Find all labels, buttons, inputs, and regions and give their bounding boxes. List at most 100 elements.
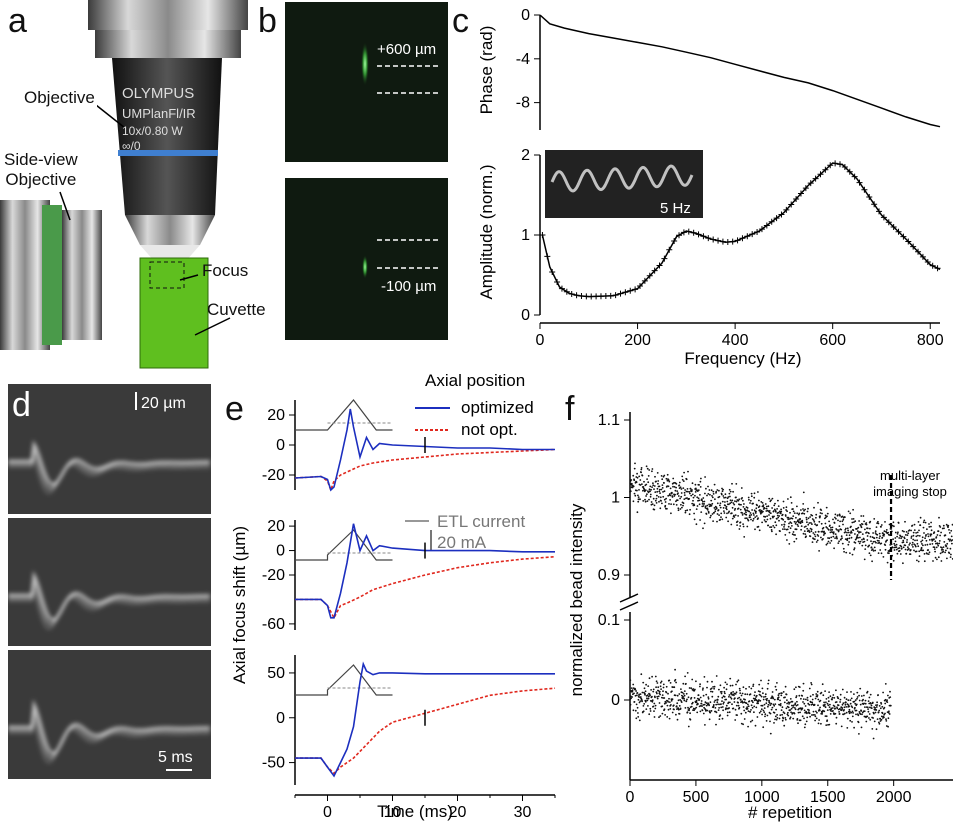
f-point-top bbox=[777, 499, 779, 502]
f-point-top bbox=[939, 552, 942, 555]
f-point-bottom bbox=[867, 710, 870, 713]
f-point-bottom bbox=[742, 723, 744, 726]
f-point-top bbox=[910, 529, 912, 532]
f-point-bottom bbox=[798, 686, 801, 688]
f-point-top bbox=[716, 502, 719, 505]
f-point-bottom bbox=[653, 710, 655, 712]
f-point-top bbox=[722, 495, 725, 497]
f-point-top bbox=[856, 527, 858, 530]
f-point-bottom bbox=[753, 705, 756, 708]
f-point-bottom bbox=[767, 679, 770, 682]
f-point-top bbox=[769, 512, 772, 515]
f-point-bottom bbox=[641, 700, 643, 703]
e-xtick-label: 30 bbox=[514, 804, 532, 821]
f-point-top bbox=[830, 526, 832, 529]
f-point-top bbox=[758, 529, 761, 532]
f-point-bottom bbox=[715, 675, 718, 677]
f-point-top bbox=[681, 475, 684, 478]
f-point-bottom bbox=[738, 706, 741, 709]
f-point-top bbox=[946, 547, 949, 550]
e-etl-trace bbox=[295, 399, 393, 431]
f-point-top bbox=[923, 532, 925, 534]
f-point-top bbox=[948, 552, 951, 554]
f-point-top bbox=[792, 515, 795, 517]
f-point-top bbox=[742, 499, 744, 502]
c-amp-marker bbox=[637, 283, 643, 290]
f-point-bottom bbox=[812, 693, 814, 696]
f-point-bottom bbox=[837, 697, 840, 700]
f-point-top bbox=[652, 497, 655, 500]
f-point-bottom bbox=[760, 695, 763, 698]
f-point-top bbox=[648, 488, 651, 491]
f-point-top bbox=[842, 518, 845, 521]
f-point-bottom bbox=[823, 701, 825, 704]
f-point-top bbox=[826, 542, 829, 545]
f-point-bottom bbox=[839, 693, 842, 696]
f-point-top bbox=[694, 494, 696, 497]
f-point-bottom bbox=[827, 704, 830, 707]
c-phase-ytick-label: 0 bbox=[521, 7, 530, 24]
f-point-bottom bbox=[780, 709, 783, 711]
f-point-top bbox=[861, 523, 864, 526]
f-point-bottom bbox=[743, 709, 746, 712]
f-point-bottom bbox=[775, 688, 778, 691]
f-point-bottom bbox=[815, 693, 818, 695]
f-xtick-label: 0 bbox=[626, 789, 635, 806]
f-point-top bbox=[795, 528, 798, 531]
f-point-top bbox=[637, 494, 639, 497]
f-point-top bbox=[838, 525, 841, 527]
f-point-bottom bbox=[773, 711, 776, 714]
f-point-bottom bbox=[632, 683, 635, 686]
f-point-bottom bbox=[707, 696, 710, 698]
f-point-top bbox=[874, 530, 877, 533]
c-amp-marker bbox=[749, 231, 756, 238]
f-point-bottom bbox=[855, 703, 858, 706]
f-point-top bbox=[832, 531, 835, 533]
f-point-top bbox=[930, 529, 933, 532]
d-scale-bottom-label: 5 ms bbox=[158, 749, 193, 766]
f-point-top bbox=[636, 511, 639, 514]
f-point-top bbox=[933, 538, 935, 541]
f-xtick-label: 1000 bbox=[744, 789, 780, 806]
f-point-top bbox=[675, 500, 677, 503]
f-point-top bbox=[713, 511, 715, 514]
f-point-bottom bbox=[737, 701, 739, 704]
f-point-bottom bbox=[887, 711, 890, 714]
f-point-top bbox=[831, 528, 834, 531]
f-point-top bbox=[869, 527, 871, 530]
f-point-top bbox=[660, 475, 663, 477]
f-point-top bbox=[715, 490, 718, 493]
f-point-bottom bbox=[850, 697, 853, 700]
f-point-top bbox=[639, 498, 641, 501]
f-point-top bbox=[850, 531, 853, 534]
f-point-bottom bbox=[734, 719, 737, 721]
f-point-top bbox=[656, 487, 659, 490]
f-point-top bbox=[662, 495, 665, 498]
f-point-bottom bbox=[881, 705, 884, 708]
f-point-bottom bbox=[661, 712, 664, 715]
f-point-top bbox=[801, 512, 804, 514]
f-point-top bbox=[678, 484, 681, 487]
f-point-top bbox=[820, 509, 823, 511]
f-point-top bbox=[667, 485, 670, 488]
f-point-top bbox=[788, 522, 790, 525]
f-point-bottom bbox=[703, 676, 706, 678]
f-point-bottom bbox=[847, 699, 850, 702]
f-point-top bbox=[865, 523, 868, 526]
label-side-view-objective: Side-view Objective bbox=[4, 150, 78, 191]
f-point-top bbox=[902, 539, 905, 542]
f-point-bottom bbox=[762, 692, 764, 695]
f-point-bottom bbox=[763, 696, 765, 698]
c-inset-label: 5 Hz bbox=[660, 200, 691, 217]
f-point-bottom bbox=[884, 702, 887, 705]
f-point-bottom bbox=[692, 688, 695, 690]
f-point-top bbox=[711, 502, 714, 505]
f-annot-line2: imaging stop bbox=[873, 484, 947, 499]
f-point-top bbox=[869, 554, 872, 557]
f-point-bottom bbox=[838, 713, 841, 715]
f-point-bottom bbox=[705, 693, 708, 696]
f-point-bottom bbox=[760, 679, 762, 682]
f-point-bottom bbox=[835, 701, 838, 703]
f-point-top bbox=[684, 509, 687, 512]
f-point-bottom bbox=[873, 720, 876, 723]
